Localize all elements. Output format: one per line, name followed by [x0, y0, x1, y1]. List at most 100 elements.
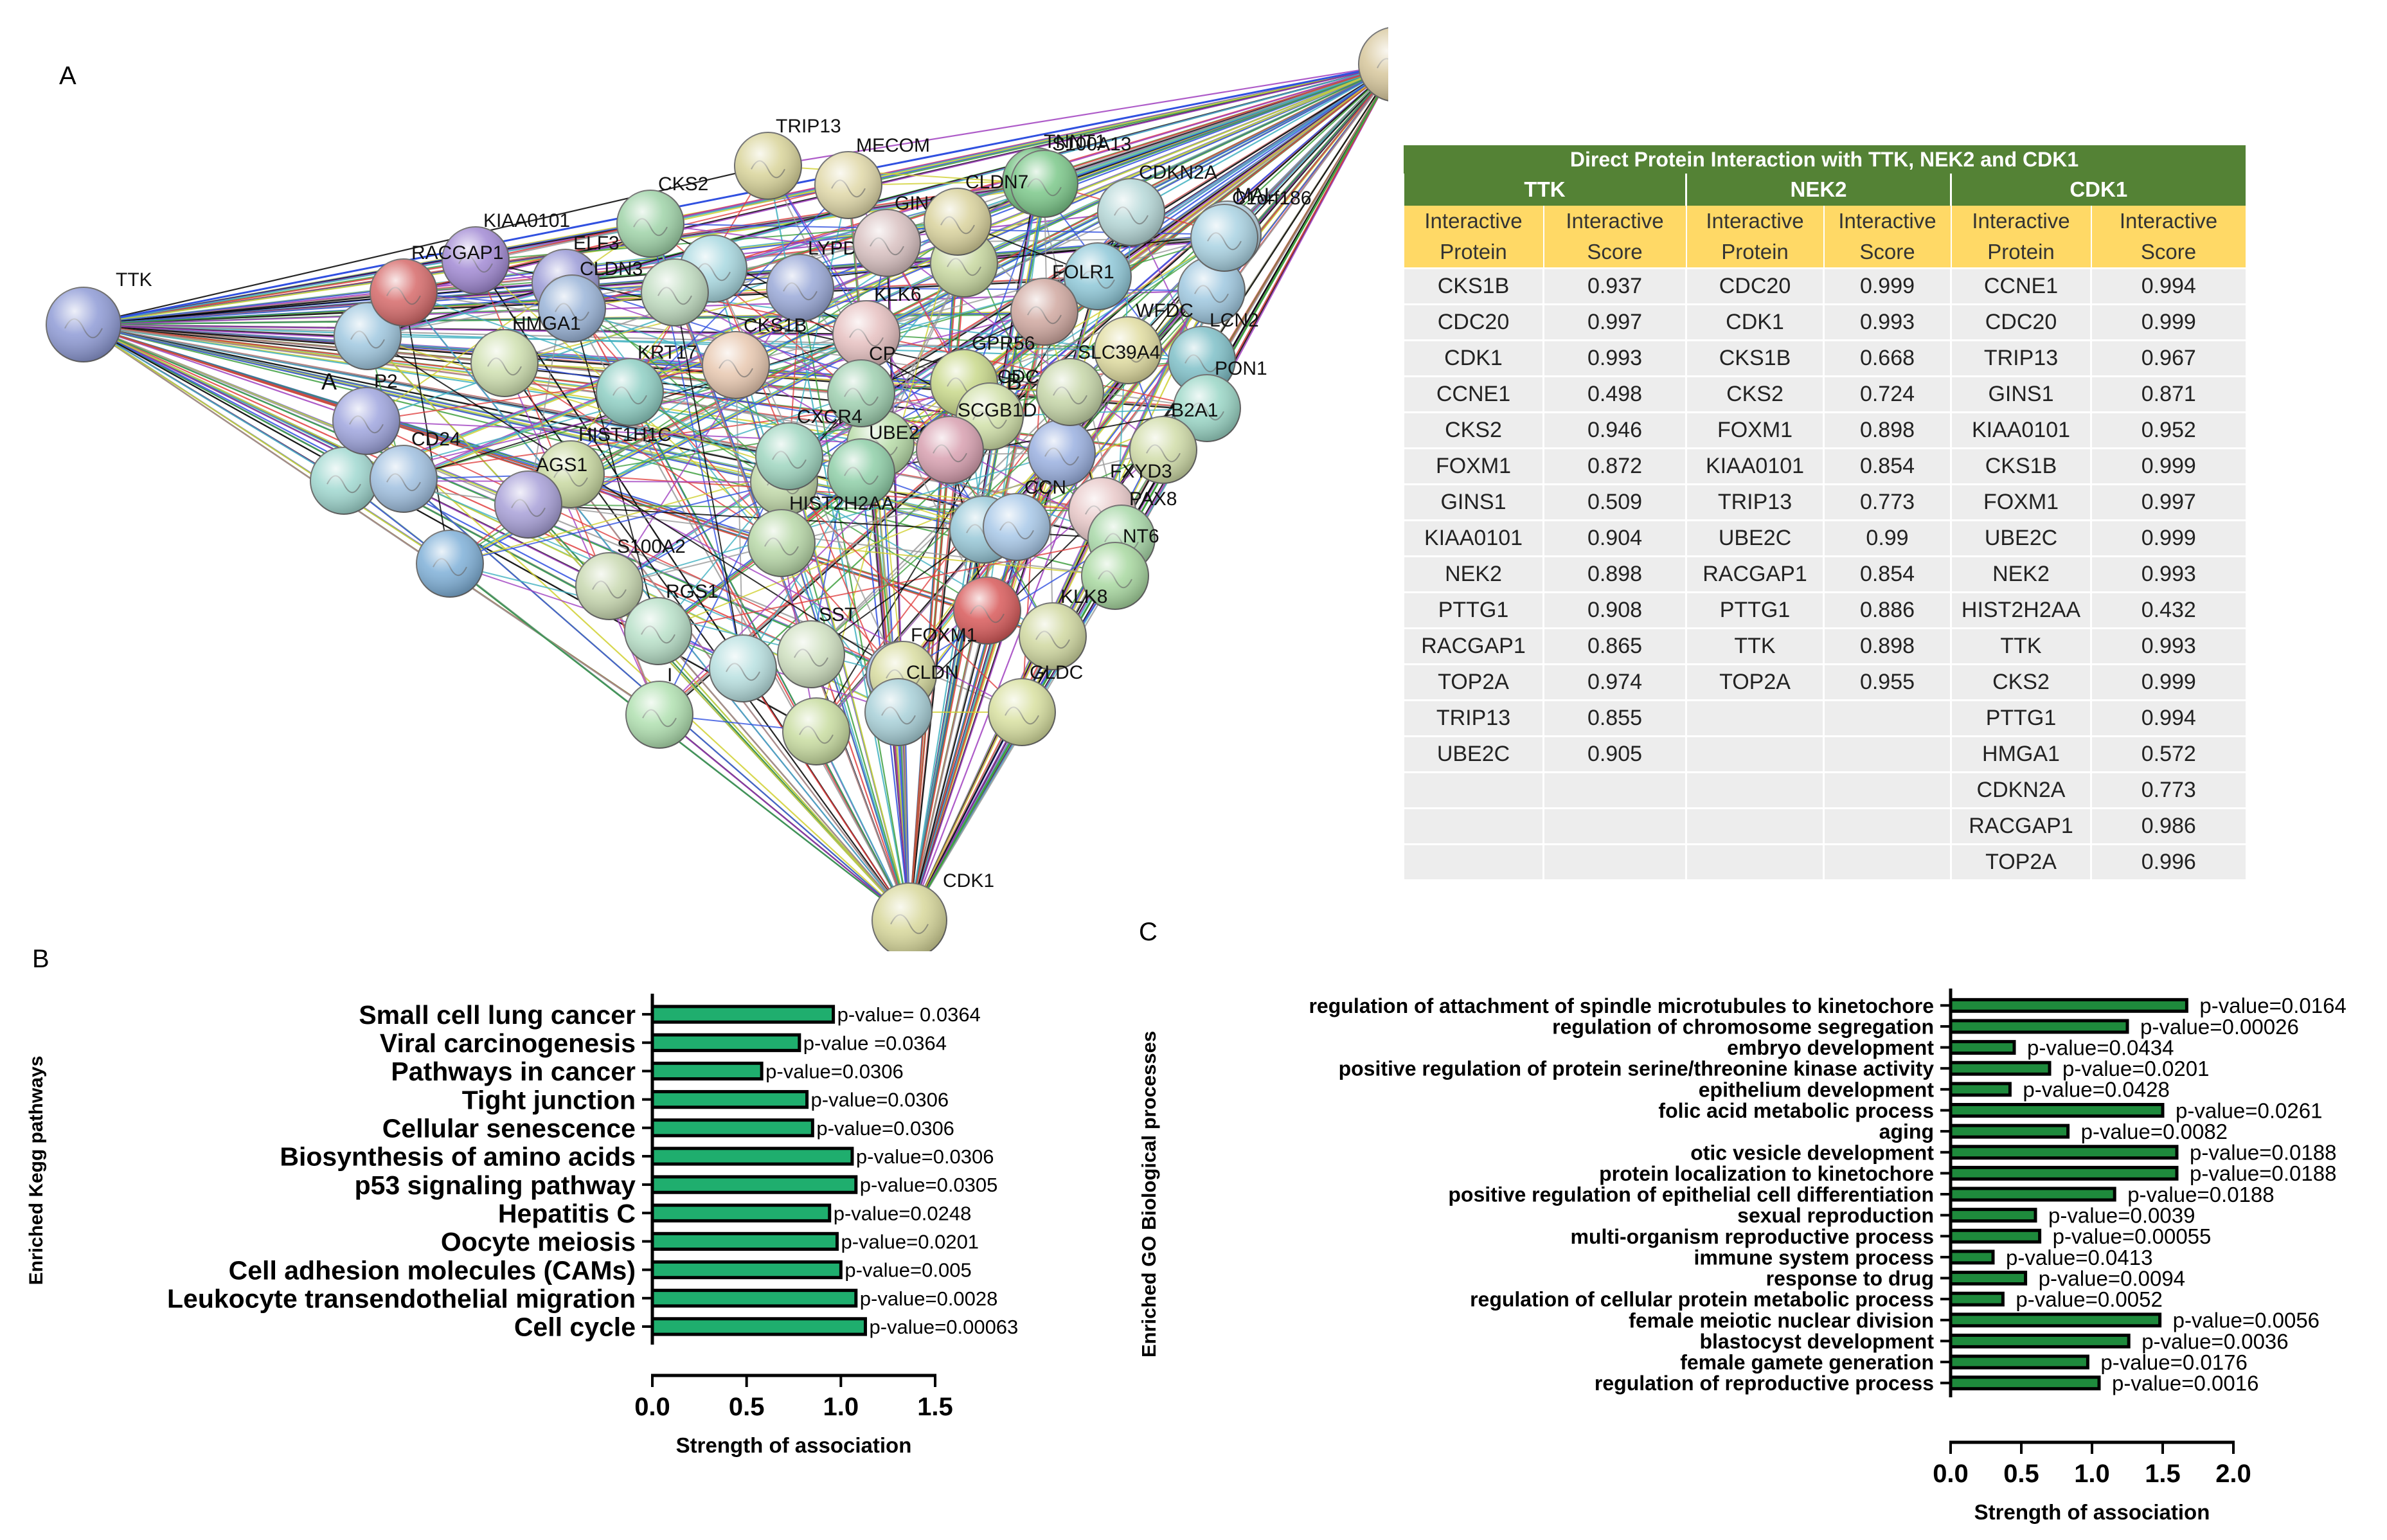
network-node-cldn3[interactable] [538, 274, 606, 343]
table-cell-score [1542, 807, 1686, 845]
network-node[interactable] [709, 634, 777, 703]
network-edge [816, 391, 1071, 732]
network-node-racgap1[interactable] [370, 258, 438, 327]
bar-annotation: p-value=0.0039 [2048, 1204, 2195, 1228]
network-node[interactable] [782, 697, 850, 766]
network-node-cp[interactable] [827, 359, 895, 427]
bar [650, 1061, 764, 1081]
network-node-label: SCGB1D [958, 400, 1037, 421]
network-node-wfdc[interactable] [1094, 316, 1162, 384]
network-node-cd24[interactable] [370, 445, 438, 513]
network-node-pon1[interactable] [1173, 374, 1241, 442]
network-node-label: CXCR4 [797, 406, 863, 427]
network-edge [742, 668, 910, 921]
network-node-klk8[interactable] [1019, 602, 1087, 670]
category-label: immune system process [1694, 1246, 1935, 1269]
network-edge [609, 287, 801, 587]
bar [1949, 1291, 2005, 1307]
bar [1949, 1186, 2116, 1202]
network-node[interactable] [1028, 419, 1096, 487]
network-node-cxcr4[interactable] [755, 422, 823, 490]
network-node[interactable] [641, 258, 709, 327]
table-group-cdk1: CDK1 [1949, 174, 2246, 206]
table-cell-score: 0.855 [1542, 699, 1686, 737]
network-node-c1orf186[interactable] [1190, 204, 1258, 272]
network-node[interactable] [310, 447, 378, 515]
network-node[interactable] [1177, 256, 1246, 325]
network-node[interactable] [953, 577, 1021, 645]
network-node-ags1[interactable] [494, 470, 562, 539]
network-node-nt6[interactable] [1081, 542, 1149, 610]
network-edge [650, 223, 867, 335]
table-cell-protein: CDKN2A [1950, 771, 2091, 809]
network-node-ube2c[interactable] [827, 438, 895, 506]
network-edge [83, 323, 812, 656]
network-node-i[interactable] [625, 681, 693, 749]
table-header-score: Interactive Score [1542, 206, 1686, 269]
network-node-b2a1[interactable] [1129, 416, 1197, 484]
network-node-cldn7[interactable] [924, 188, 992, 256]
table-cell-score: 0.999 [1823, 267, 1951, 305]
network-node-folr1[interactable] [1010, 278, 1078, 346]
network-node-s100a2[interactable] [575, 552, 643, 620]
category-label: Cell cycle [514, 1312, 636, 1342]
network-node-label: S100A2 [617, 536, 686, 557]
network-node-rgs1[interactable] [624, 597, 692, 665]
network-node-slc39a4[interactable] [1036, 358, 1104, 426]
network-node-label: NT6 [1123, 526, 1159, 547]
table-cell-score: 0.994 [2089, 699, 2246, 737]
network-node-cldn[interactable] [864, 678, 933, 746]
x-tick-label: 2.0 [2215, 1460, 2251, 1488]
network-node-cdkn2a[interactable] [1097, 178, 1165, 246]
network-hub-nek2[interactable] [1358, 27, 1388, 102]
network-node-label: KRT17 [638, 342, 697, 363]
network-node-s100a13[interactable] [1010, 150, 1078, 218]
network-node-sst[interactable] [777, 620, 845, 688]
network-node-label: RGS1 [666, 581, 719, 602]
bar [1949, 1228, 2042, 1244]
bar [1949, 1249, 1995, 1265]
network-node-label: B2A1 [1171, 400, 1218, 421]
network-node-trip13[interactable] [734, 132, 802, 200]
network-node-scgb1d[interactable] [916, 416, 984, 484]
bar [650, 1089, 809, 1109]
network-node-label: KLK6 [874, 284, 921, 305]
network-node-hist2h2aa[interactable] [747, 509, 816, 577]
network-node-klk6[interactable] [832, 300, 900, 368]
network-hub-cdk1[interactable] [872, 882, 947, 951]
table-cell-score: 0.898 [1823, 411, 1951, 449]
network-node-krt17[interactable] [596, 358, 664, 426]
category-label: epithelium development [1699, 1078, 1935, 1101]
network-node-ccn[interactable] [983, 493, 1051, 561]
category-label: Cellular senescence [382, 1114, 636, 1143]
network-node-gldc[interactable] [988, 678, 1056, 746]
bar-annotation: p-value=0.0036 [2141, 1329, 2288, 1353]
network-edge [799, 287, 911, 921]
table-cell-protein: CKS1B [1950, 447, 2091, 485]
network-edge [366, 223, 651, 422]
category-label: embryo development [1727, 1036, 1934, 1059]
network-edge [346, 66, 1388, 485]
network-node-p2[interactable] [332, 387, 400, 455]
network-node[interactable] [1064, 242, 1132, 310]
network-node[interactable] [416, 530, 484, 598]
network-node-cks2[interactable] [616, 190, 684, 258]
network-node-cks1b[interactable] [702, 331, 770, 399]
network-hub-ttk[interactable] [46, 287, 121, 363]
network-node-hmga1[interactable] [470, 329, 539, 397]
network-node-kiaa0101[interactable] [442, 226, 510, 294]
category-label: protein localization to kinetochore [1599, 1162, 1934, 1185]
bar [1949, 1208, 2037, 1223]
table-cell-score: 0.509 [1542, 483, 1686, 521]
network-node-mecom[interactable] [814, 151, 882, 219]
table-cell-score [1823, 735, 1951, 773]
network-node-gins1[interactable] [853, 209, 921, 277]
network-edge [767, 165, 1045, 184]
network-edge [989, 407, 1208, 417]
table-row: KIAA0101 0.904 UBE2C 0.99 UBE2C 0.999 [1402, 519, 2246, 557]
bar [1949, 1103, 2165, 1118]
table-cell-protein: UBE2C [1402, 735, 1544, 773]
category-label: Leukocyte transendothelial migration [167, 1284, 636, 1314]
table-cell-score: 0.898 [1542, 555, 1686, 593]
network-node-lypd1[interactable] [766, 254, 834, 322]
